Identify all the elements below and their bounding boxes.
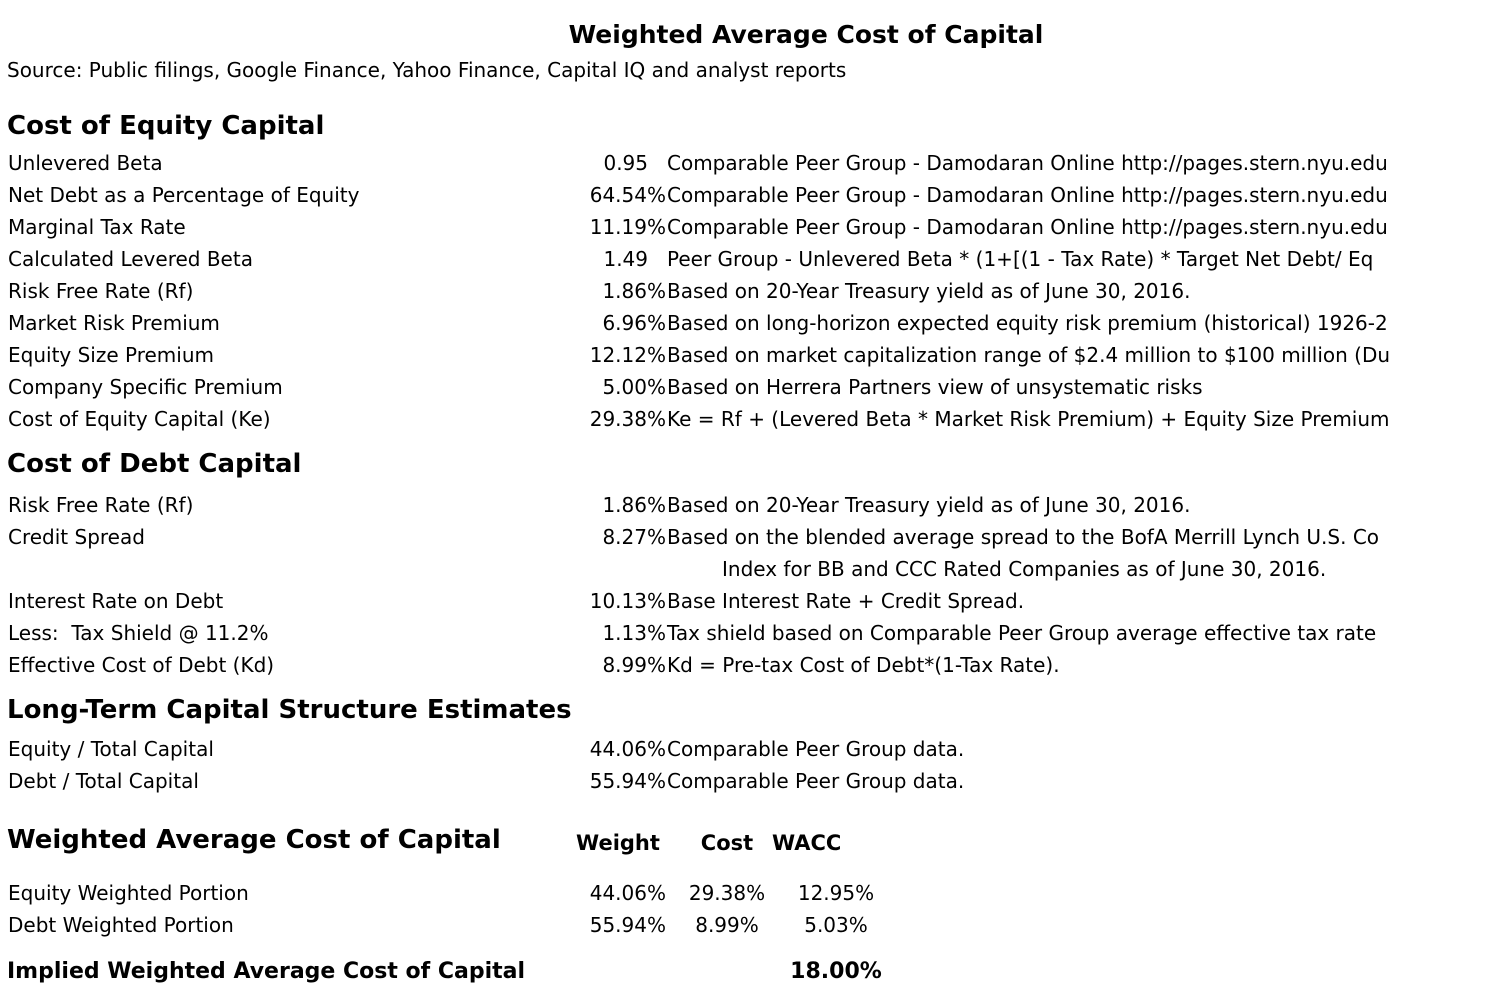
weight-value: 55.94% (589, 913, 666, 937)
row-label: Risk Free Rate (Rf) (8, 493, 194, 517)
row-comment: Kd = Pre-tax Cost of Debt*(1-Tax Rate). (667, 653, 1060, 677)
table-row: Effective Cost of Debt (Kd) 8.99% Kd = P… (0, 652, 1503, 678)
source-note: Source: Public filings, Google Finance, … (7, 58, 847, 82)
table-row: Risk Free Rate (Rf) 1.86% Based on 20-Ye… (0, 278, 1503, 304)
row-comment: Comparable Peer Group - Damodaran Online… (667, 183, 1388, 207)
row-comment: Tax shield based on Comparable Peer Grou… (667, 621, 1377, 645)
row-comment: Based on the blended average spread to t… (667, 525, 1380, 549)
row-value: 44.06% (589, 737, 666, 761)
row-label: Calculated Levered Beta (8, 247, 253, 271)
row-label: Interest Rate on Debt (8, 589, 224, 613)
row-value: 64.54% (589, 183, 666, 207)
row-label: Equity Weighted Portion (8, 881, 249, 905)
row-comment: Based on 20-Year Treasury yield as of Ju… (667, 493, 1191, 517)
row-value: 1.13% (602, 621, 666, 645)
section-heading-wacc: Weighted Average Cost of Capital (7, 825, 501, 855)
table-row: Company Specific Premium 5.00% Based on … (0, 374, 1503, 400)
row-comment: Base Interest Rate + Credit Spread. (667, 589, 1025, 613)
row-label: Equity / Total Capital (8, 737, 214, 761)
row-label: Risk Free Rate (Rf) (8, 279, 194, 303)
weight-value: 44.06% (589, 881, 666, 905)
row-comment-continued: Index for BB and CCC Rated Companies as … (722, 557, 1327, 581)
row-value: 1.86% (602, 279, 666, 303)
row-value: 12.12% (589, 343, 666, 367)
table-row: Equity Weighted Portion 44.06% 29.38% 12… (0, 880, 1503, 906)
column-header-weight: Weight (576, 831, 660, 855)
row-value: 5.00% (602, 375, 666, 399)
implied-wacc-value: 18.00% (790, 959, 882, 984)
row-label: Effective Cost of Debt (Kd) (8, 653, 275, 677)
implied-wacc-row: Implied Weighted Average Cost of Capital… (0, 958, 1503, 988)
page-title: Weighted Average Cost of Capital (568, 20, 1044, 49)
table-row: Market Risk Premium 6.96% Based on long-… (0, 310, 1503, 336)
implied-wacc-label: Implied Weighted Average Cost of Capital (7, 959, 526, 984)
row-value: 10.13% (589, 589, 666, 613)
table-row: Risk Free Rate (Rf) 1.86% Based on 20-Ye… (0, 492, 1503, 518)
table-row: Cost of Equity Capital (Ke) 29.38% Ke = … (0, 406, 1503, 432)
row-value: 8.27% (602, 525, 666, 549)
table-row: Equity Size Premium 12.12% Based on mark… (0, 342, 1503, 368)
table-row: Debt / Total Capital 55.94% Comparable P… (0, 768, 1503, 794)
row-comment: Based on Herrera Partners view of unsyst… (667, 375, 1203, 399)
table-row: Equity / Total Capital 44.06% Comparable… (0, 736, 1503, 762)
section-heading-debt: Cost of Debt Capital (7, 449, 302, 479)
row-label: Unlevered Beta (8, 151, 163, 175)
row-value: 1.86% (602, 493, 666, 517)
column-header-wacc: WACC (772, 831, 842, 855)
row-label: Less: Tax Shield @ 11.2% (8, 621, 269, 645)
row-comment: Based on long-horizon expected equity ri… (667, 311, 1388, 335)
row-value: 1.49 (603, 247, 648, 271)
table-row: Index for BB and CCC Rated Companies as … (0, 556, 1503, 582)
section-heading-structure: Long-Term Capital Structure Estimates (7, 695, 572, 725)
section-heading-equity: Cost of Equity Capital (7, 111, 325, 141)
row-value: 29.38% (589, 407, 666, 431)
row-comment: Comparable Peer Group - Damodaran Online… (667, 151, 1388, 175)
table-header-row: Weight Cost WACC (0, 830, 1503, 856)
table-row: Net Debt as a Percentage of Equity 64.54… (0, 182, 1503, 208)
table-row: Marginal Tax Rate 11.19% Comparable Peer… (0, 214, 1503, 240)
row-label: Net Debt as a Percentage of Equity (8, 183, 360, 207)
table-row: Interest Rate on Debt 10.13% Base Intere… (0, 588, 1503, 614)
cost-value: 8.99% (695, 913, 759, 937)
cost-value: 29.38% (688, 881, 766, 905)
row-value: 6.96% (602, 311, 666, 335)
row-label: Debt Weighted Portion (8, 913, 234, 937)
row-label: Equity Size Premium (8, 343, 215, 367)
row-value: 8.99% (602, 653, 666, 677)
row-comment: Based on market capitalization range of … (667, 343, 1391, 367)
row-label: Marginal Tax Rate (8, 215, 186, 239)
row-label: Market Risk Premium (8, 311, 220, 335)
row-comment: Based on 20-Year Treasury yield as of Ju… (667, 279, 1191, 303)
row-comment: Comparable Peer Group data. (667, 769, 965, 793)
row-comment: Peer Group - Unlevered Beta * (1+[(1 - T… (667, 247, 1374, 271)
row-label: Company Specific Premium (8, 375, 283, 399)
row-label: Cost of Equity Capital (Ke) (8, 407, 271, 431)
table-row: Calculated Levered Beta 1.49 Peer Group … (0, 246, 1503, 272)
row-value: 11.19% (589, 215, 666, 239)
table-row: Credit Spread 8.27% Based on the blended… (0, 524, 1503, 550)
row-comment: Comparable Peer Group - Damodaran Online… (667, 215, 1388, 239)
wacc-value: 12.95% (797, 881, 875, 905)
row-comment: Ke = Rf + (Levered Beta * Market Risk Pr… (667, 407, 1390, 431)
row-value: 55.94% (589, 769, 666, 793)
row-value: 0.95 (603, 151, 648, 175)
column-header-cost: Cost (700, 831, 754, 855)
row-comment: Comparable Peer Group data. (667, 737, 965, 761)
row-label: Credit Spread (8, 525, 145, 549)
table-row: Debt Weighted Portion 55.94% 8.99% 5.03% (0, 912, 1503, 938)
wacc-value: 5.03% (804, 913, 868, 937)
table-row: Less: Tax Shield @ 11.2% 1.13% Tax shiel… (0, 620, 1503, 646)
table-row: Unlevered Beta 0.95 Comparable Peer Grou… (0, 150, 1503, 176)
row-label: Debt / Total Capital (8, 769, 199, 793)
